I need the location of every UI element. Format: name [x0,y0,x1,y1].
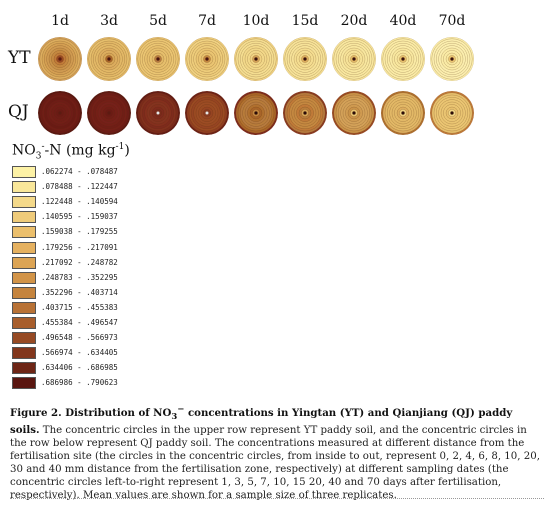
day-label: 1d [51,13,69,29]
concentric-disc [136,37,180,81]
legend-range: .140595 - .159037 [41,212,118,222]
legend-range: .179256 - .217091 [41,242,118,252]
legend-item: .179256 - .217091 [12,241,272,255]
disc-ring [205,111,209,115]
disc-ring [352,111,356,115]
disc-ring [254,111,258,115]
legend-range: .159038 - .179255 [41,227,118,237]
row-label-yt: YT [8,48,31,68]
legend-item: .122448 - .140594 [12,196,272,209]
concentric-disc [38,37,82,81]
concentric-disc [234,91,278,135]
disc-ring [107,57,111,61]
disc-ring [450,111,454,115]
legend-range: .455384 - .496547 [41,318,118,327]
legend-item: .062274 - .078487 [12,166,272,179]
legend-range: .686986 - .790623 [41,378,118,388]
concentric-disc [185,37,229,81]
legend-swatch [12,271,36,284]
caption-title: Figure 2. Distribution of NO3− concentra… [10,405,513,437]
concentric-disc [136,91,180,135]
disc-ring [352,57,356,61]
concentric-disc [430,91,474,135]
day-label: 20d [340,13,368,29]
disc-ring [254,57,258,61]
disc-ring [303,57,307,61]
disc-ring [450,57,454,61]
legend-title: NO3--N (mg kg-1) [12,142,130,162]
disc-ring [205,57,209,61]
legend-item: .634406 - .686985 [12,362,272,375]
concentric-disc [234,37,278,81]
day-label: 10d [242,13,270,29]
legend-item: .352296 - .403714 [12,286,272,300]
legend-swatch [12,362,36,375]
disc-ring [401,57,405,61]
legend-item: .403715 - .455383 [12,301,272,315]
disc-ring [58,57,62,61]
legend-swatch [12,286,36,299]
concentric-disc [87,91,131,135]
legend-swatch [12,347,36,360]
day-label: 7d [198,13,216,29]
figure-caption: Figure 2. Distribution of NO3− concentra… [10,404,544,502]
divider [10,498,544,499]
legend-item: .686986 - .790623 [12,377,272,390]
concentric-disc [87,37,131,81]
concentric-disc [332,37,376,81]
legend-swatch [12,332,36,345]
legend-range: .062274 - .078487 [41,167,118,176]
concentric-disc [332,91,376,135]
concentric-disc [430,37,474,81]
day-label: 70d [438,13,466,29]
day-label: 40d [389,13,417,29]
day-label: 5d [149,13,167,29]
legend-swatch [12,196,36,209]
day-label: 15d [291,13,319,29]
legend-range: .634406 - .686985 [41,363,118,373]
legend-swatch [12,241,36,254]
legend-range: .566974 - .634405 [41,348,118,358]
legend-range: .496548 - .566973 [41,333,118,343]
disc-ring [156,57,160,61]
day-label: 3d [100,13,118,29]
disc-ring [401,111,405,115]
legend-swatch [12,211,36,224]
caption-body: The concentric circles in the upper row … [10,425,540,502]
legend-item: .248783 - .352295 [12,271,272,285]
legend-item: .217092 - .248782 [12,256,272,270]
legend-swatch [12,317,36,329]
legend-range: .403715 - .455383 [41,302,118,312]
concentric-disc [185,91,229,135]
concentric-disc [283,91,327,135]
legend-swatch [12,181,36,194]
legend-range: .352296 - .403714 [41,287,118,297]
legend-swatch [12,166,36,178]
legend-item: .078488 - .122447 [12,181,272,194]
legend-item: .140595 - .159037 [12,211,272,224]
concentric-disc [38,91,82,135]
disc-ring [303,111,307,115]
concentric-disc [283,37,327,81]
disc-ring [107,111,111,115]
disc-ring [58,111,62,115]
legend-swatch [12,226,36,239]
disc-ring [156,111,160,115]
concentric-disc [381,37,425,81]
legend-range: .122448 - .140594 [41,197,118,207]
legend-range: .078488 - .122447 [41,182,118,192]
legend-swatch [12,301,36,314]
concentric-disc [381,91,425,135]
legend-swatch [12,256,36,269]
row-label-qj: QJ [8,102,29,122]
legend-swatch [12,377,36,390]
legend-item: .159038 - .179255 [12,226,272,239]
legend-range: .248783 - .352295 [41,272,118,282]
legend-range: .217092 - .248782 [41,257,118,267]
legend-item: .455384 - .496547 [12,317,272,330]
legend-item: .496548 - .566973 [12,332,272,345]
legend-item: .566974 - .634405 [12,347,272,360]
